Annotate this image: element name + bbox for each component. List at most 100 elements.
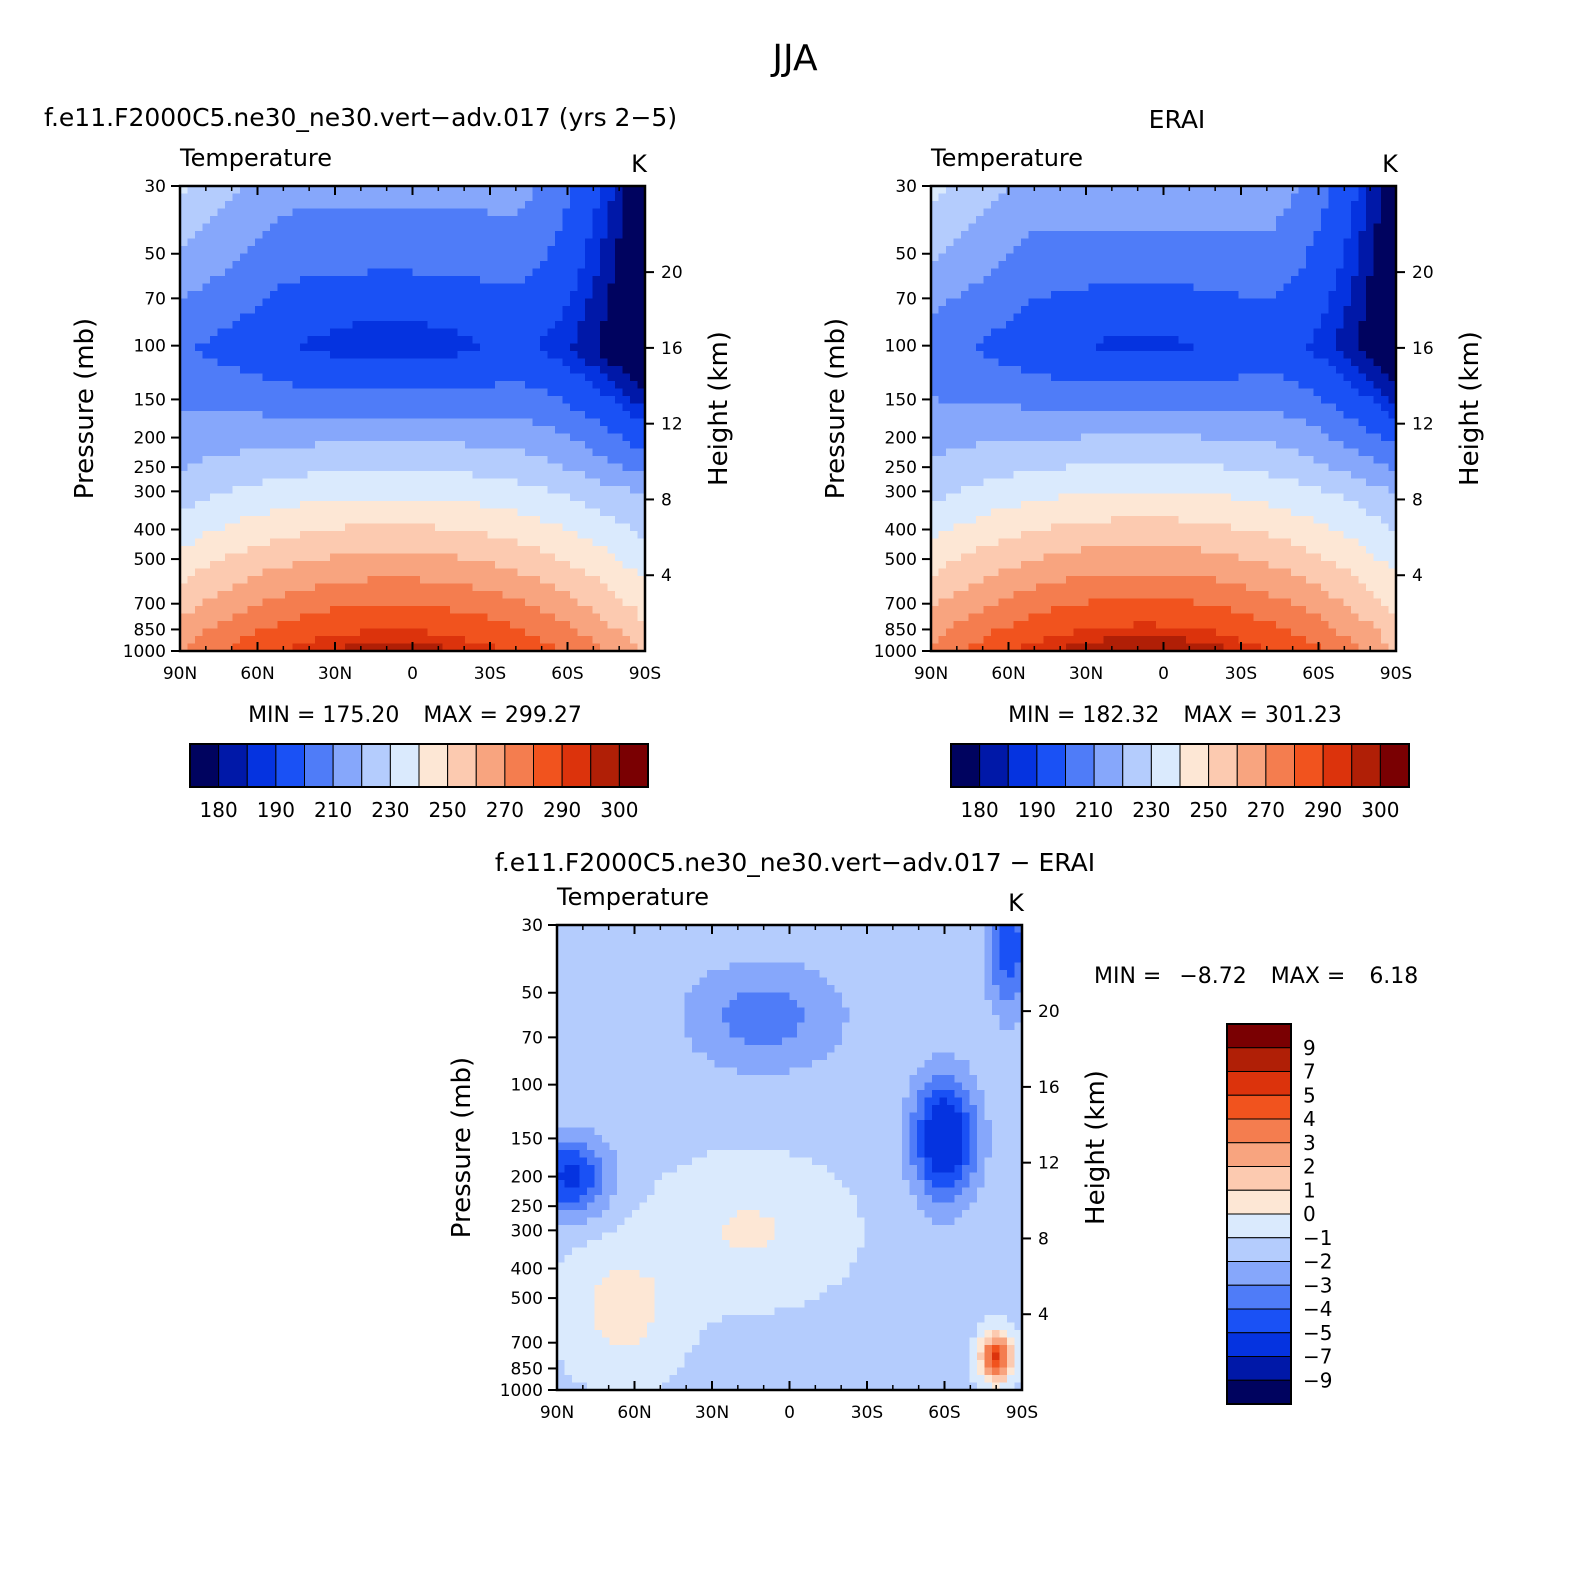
contour-cell bbox=[533, 194, 541, 202]
contour-cell bbox=[218, 194, 226, 202]
contour-cell bbox=[578, 389, 586, 397]
contour-cell bbox=[345, 539, 353, 547]
contour-cell bbox=[984, 194, 992, 202]
contour-cell bbox=[443, 366, 451, 374]
contour-cell bbox=[570, 216, 578, 224]
contour-cell bbox=[368, 201, 376, 209]
contour-cell bbox=[961, 546, 969, 554]
contour-cell bbox=[233, 591, 241, 599]
contour-cell bbox=[999, 576, 1007, 584]
contour-cell bbox=[293, 344, 301, 352]
contour-cell bbox=[428, 284, 436, 292]
contour-cell bbox=[360, 591, 368, 599]
contour-cell bbox=[293, 629, 301, 637]
contour-cell bbox=[939, 254, 947, 262]
contour-cell bbox=[1021, 366, 1029, 374]
contour-cell bbox=[480, 516, 488, 524]
contour-cell bbox=[315, 314, 323, 322]
contour-cell bbox=[240, 321, 248, 329]
contour-cell bbox=[480, 306, 488, 314]
contour-cell bbox=[270, 636, 278, 644]
contour-cell bbox=[548, 621, 556, 629]
contour-cell bbox=[218, 366, 226, 374]
contour-cell bbox=[600, 344, 608, 352]
contour-cell bbox=[585, 464, 593, 472]
contour-cell bbox=[480, 329, 488, 337]
contour-cell bbox=[1021, 336, 1029, 344]
contour-cell bbox=[428, 261, 436, 269]
contour-cell bbox=[615, 201, 623, 209]
contour-cell bbox=[976, 201, 984, 209]
contour-cell bbox=[984, 366, 992, 374]
contour-cell bbox=[999, 569, 1007, 577]
contour-cell bbox=[480, 336, 488, 344]
contour-cell bbox=[1051, 344, 1059, 352]
contour-cell bbox=[368, 239, 376, 247]
contour-cell bbox=[488, 314, 496, 322]
contour-cell bbox=[435, 441, 443, 449]
contour-cell bbox=[984, 209, 992, 217]
contour-cell bbox=[585, 381, 593, 389]
contour-cell bbox=[1029, 321, 1037, 329]
contour-cell bbox=[188, 306, 196, 314]
contour-cell bbox=[398, 329, 406, 337]
contour-cell bbox=[1044, 276, 1052, 284]
contour-cell bbox=[188, 509, 196, 517]
contour-cell bbox=[630, 374, 638, 382]
contour-cell bbox=[285, 599, 293, 607]
contour-cell bbox=[293, 239, 301, 247]
contour-cell bbox=[503, 351, 511, 359]
contour-cell bbox=[188, 584, 196, 592]
contour-cell bbox=[360, 216, 368, 224]
contour-cell bbox=[510, 291, 518, 299]
contour-cell bbox=[353, 299, 361, 307]
contour-cell bbox=[969, 621, 977, 629]
contour-cell bbox=[218, 509, 226, 517]
contour-cell bbox=[1036, 621, 1044, 629]
contour-cell bbox=[1014, 561, 1022, 569]
contour-cell bbox=[510, 606, 518, 614]
contour-cell bbox=[458, 419, 466, 427]
contour-cell bbox=[405, 404, 413, 412]
contour-cell bbox=[248, 209, 256, 217]
contour-cell bbox=[330, 411, 338, 419]
contour-cell bbox=[413, 359, 421, 367]
contour-cell bbox=[368, 381, 376, 389]
contour-cell bbox=[293, 209, 301, 217]
contour-cell bbox=[548, 314, 556, 322]
contour-cell bbox=[600, 584, 608, 592]
contour-cell bbox=[488, 359, 496, 367]
contour-cell bbox=[383, 509, 391, 517]
contour-cell bbox=[976, 306, 984, 314]
contour-cell bbox=[533, 381, 541, 389]
contour-cell bbox=[323, 344, 331, 352]
contour-cell bbox=[518, 389, 526, 397]
contour-cell bbox=[465, 471, 473, 479]
contour-cell bbox=[360, 501, 368, 509]
contour-cell bbox=[360, 486, 368, 494]
contour-cell bbox=[203, 261, 211, 269]
contour-cell bbox=[210, 569, 218, 577]
contour-cell bbox=[420, 434, 428, 442]
contour-cell bbox=[233, 359, 241, 367]
contour-cell bbox=[495, 216, 503, 224]
contour-cell bbox=[999, 306, 1007, 314]
contour-cell bbox=[473, 576, 481, 584]
contour-cell bbox=[578, 314, 586, 322]
contour-cell bbox=[1021, 269, 1029, 277]
contour-cell bbox=[518, 194, 526, 202]
contour-cell bbox=[315, 261, 323, 269]
contour-cell bbox=[458, 201, 466, 209]
contour-cell bbox=[390, 299, 398, 307]
contour-cell bbox=[600, 486, 608, 494]
contour-cell bbox=[338, 576, 346, 584]
contour-cell bbox=[954, 621, 962, 629]
contour-fill bbox=[180, 186, 646, 652]
contour-cell bbox=[518, 351, 526, 359]
contour-cell bbox=[203, 621, 211, 629]
contour-cell bbox=[503, 284, 511, 292]
contour-cell bbox=[630, 449, 638, 457]
contour-cell bbox=[518, 336, 526, 344]
contour-cell bbox=[600, 524, 608, 532]
contour-cell bbox=[465, 621, 473, 629]
